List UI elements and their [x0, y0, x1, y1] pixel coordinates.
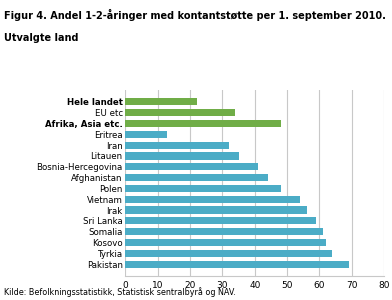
- Bar: [125, 217, 316, 224]
- Bar: [125, 98, 196, 106]
- Text: Figur 4. Andel 1-2-åringer med kontantstøtte per 1. september 2010.: Figur 4. Andel 1-2-åringer med kontantst…: [4, 9, 386, 21]
- Bar: [125, 228, 323, 235]
- Bar: [125, 131, 167, 138]
- Bar: [125, 109, 235, 116]
- Bar: [125, 185, 281, 192]
- Bar: [125, 239, 326, 246]
- Bar: [125, 142, 229, 149]
- Bar: [125, 206, 307, 214]
- Bar: [125, 152, 239, 160]
- Bar: [125, 196, 300, 203]
- Bar: [125, 163, 258, 170]
- Bar: [125, 120, 281, 127]
- Text: Kilde: Befolkningsstatistikk, Statistisk sentralbyrå og NAV.: Kilde: Befolkningsstatistikk, Statistisk…: [4, 287, 236, 297]
- Text: Utvalgte land: Utvalgte land: [4, 33, 78, 43]
- Bar: [125, 174, 268, 181]
- Bar: [125, 250, 332, 257]
- Bar: [125, 260, 348, 268]
